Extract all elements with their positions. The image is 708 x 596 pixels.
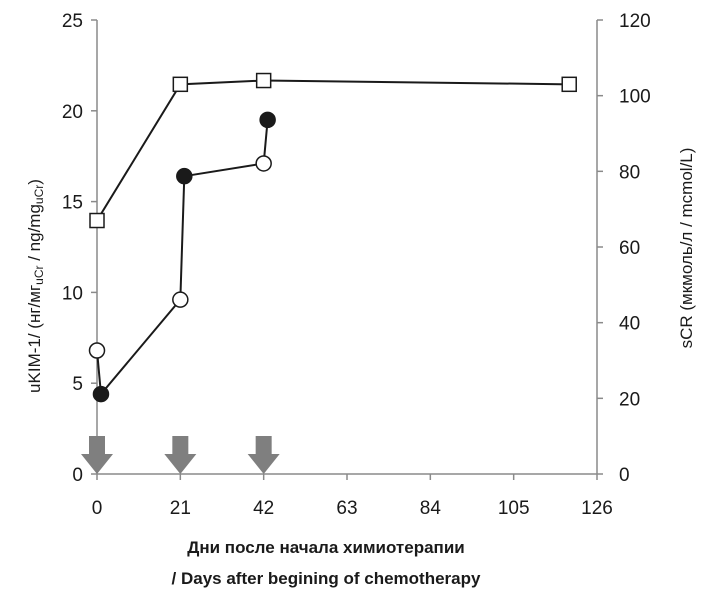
x-tick-label: 63 bbox=[336, 498, 357, 519]
left-y-tick-label: 10 bbox=[62, 283, 83, 304]
uKIM-1-point-open bbox=[255, 155, 272, 172]
x-tick-label: 0 bbox=[92, 498, 103, 519]
left-y-ticks: 0 5 10 15 20 25 bbox=[62, 11, 97, 486]
right-y-tick-label: 120 bbox=[619, 11, 651, 32]
left-y-tick-label: 25 bbox=[62, 11, 83, 32]
sCR-line bbox=[96, 79, 570, 222]
right-y-tick-label: 0 bbox=[619, 465, 630, 486]
right-y-tick-label: 60 bbox=[619, 238, 640, 259]
x-tick-label: 42 bbox=[253, 498, 274, 519]
x-tick-label: 21 bbox=[170, 498, 191, 519]
uKIM-1-point-open bbox=[172, 291, 189, 308]
left-y-tick-label: 20 bbox=[62, 102, 83, 123]
right-y-tick-label: 80 bbox=[619, 162, 640, 183]
sCR-point bbox=[89, 212, 105, 229]
chemo-arrow-icon bbox=[164, 436, 197, 474]
right-y-tick-label: 40 bbox=[619, 314, 640, 335]
uKIM-1-line bbox=[96, 119, 269, 397]
x-tick-label: 126 bbox=[581, 498, 613, 519]
uKIM-1-point-filled bbox=[259, 111, 276, 129]
left-y-axis-title: uKIM-1/ (нг/мгuCr / ng/mguCr) bbox=[25, 179, 46, 393]
right-y-tick-label: 20 bbox=[619, 389, 640, 410]
right-y-ticks: 0 20 40 60 80 100 120 bbox=[597, 11, 651, 486]
left-y-tick-label: 5 bbox=[72, 374, 83, 395]
uKIM-1-point-open bbox=[88, 342, 106, 359]
x-ticks: 0 21 42 63 84 105 126 bbox=[92, 474, 613, 519]
series bbox=[88, 72, 577, 403]
axes bbox=[96, 20, 598, 475]
sCR-point bbox=[255, 72, 272, 89]
left-y-tick-label: 15 bbox=[62, 193, 83, 214]
chemo-arrows bbox=[81, 436, 280, 474]
uKIM-1-point-filled bbox=[92, 385, 110, 403]
x-axis-title-line1: Дни после начала химиотерапии bbox=[187, 538, 464, 557]
uKIM-1-point-filled bbox=[176, 167, 193, 185]
left-y-tick-label: 0 bbox=[72, 465, 83, 486]
x-axis-title-line2: / Days after begining of chemotherapy bbox=[172, 569, 481, 588]
x-tick-label: 105 bbox=[498, 498, 530, 519]
sCR-point bbox=[172, 76, 189, 93]
right-y-axis-title: sCR (мкмоль/л / mcmol/L) bbox=[677, 148, 696, 349]
sCR-point bbox=[561, 76, 577, 93]
chemo-arrow-icon bbox=[247, 436, 280, 474]
chemo-arrow-icon bbox=[81, 436, 113, 474]
right-y-tick-label: 100 bbox=[619, 87, 651, 108]
x-tick-label: 84 bbox=[420, 498, 442, 519]
